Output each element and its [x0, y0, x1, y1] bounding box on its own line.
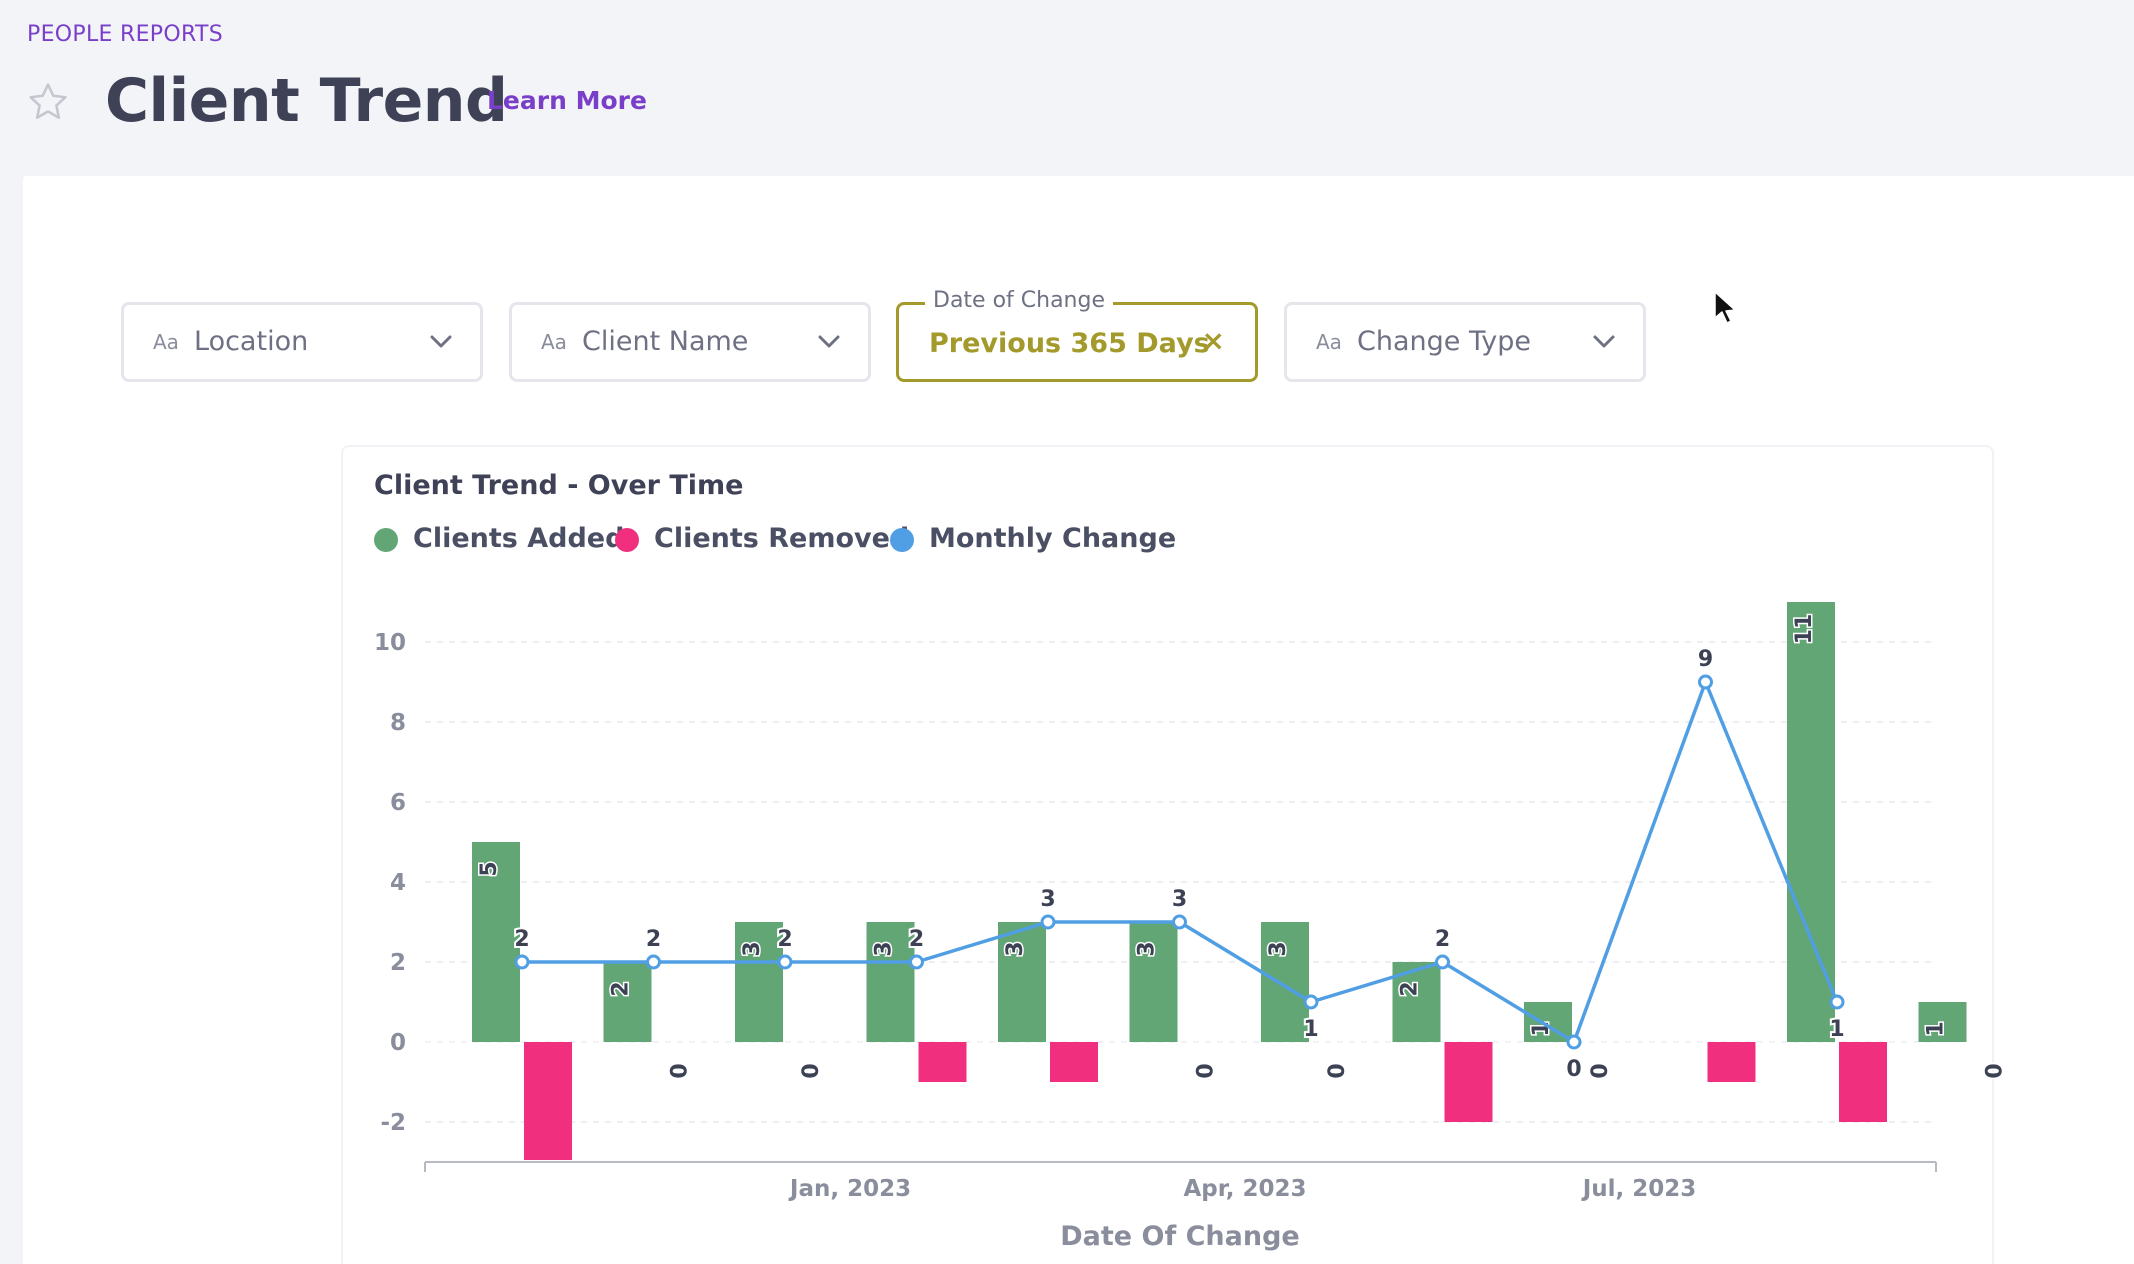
- bar-value-label: 3: [740, 941, 765, 956]
- line-value-label: 1: [1829, 1017, 1844, 1042]
- y-tick-label: 10: [374, 630, 406, 656]
- bar-value-label: 0: [1588, 1063, 1613, 1078]
- page-title: Client Trend: [105, 66, 508, 136]
- bar-value-label: 0: [1194, 1063, 1219, 1078]
- x-tick-label: Apr, 2023: [1184, 1176, 1307, 1202]
- chevron-down-icon: [430, 335, 452, 348]
- line-value-label: 9: [1698, 647, 1713, 672]
- bar-clients-added: [1787, 602, 1835, 1042]
- client-name-filter-label: Client Name: [582, 326, 749, 357]
- bar-value-label: 0: [668, 1063, 693, 1078]
- line-point: [646, 954, 661, 970]
- line-point: [909, 954, 924, 970]
- chart-card: [341, 445, 1994, 1264]
- line-point: [777, 954, 793, 970]
- line-value-label: 2: [514, 927, 529, 952]
- y-tick-label: 2: [390, 950, 406, 976]
- line-point: [514, 954, 530, 970]
- line-point: [1040, 914, 1056, 930]
- x-tick-label: Jan, 2023: [788, 1176, 911, 1202]
- bar-value-label: 3: [872, 941, 897, 956]
- legend-dot: [615, 528, 639, 552]
- bar-value-label: 1: [1924, 1021, 1949, 1036]
- breadcrumb[interactable]: PEOPLE REPORTS: [27, 22, 223, 47]
- location-filter[interactable]: Aa Location: [121, 302, 483, 382]
- text-type-icon: Aa: [541, 330, 567, 354]
- y-tick-label: 6: [390, 790, 406, 816]
- bar-clients-removed: [918, 1042, 967, 1082]
- line-value-label: 2: [909, 927, 924, 952]
- bar-value-label: 0: [1325, 1063, 1350, 1078]
- chevron-down-icon: [818, 335, 840, 348]
- line-value-label: 2: [1435, 927, 1450, 952]
- bar-clients-added: [603, 962, 652, 1042]
- line-value-label: 2: [777, 927, 792, 952]
- y-tick-label: 4: [390, 870, 406, 896]
- bar-clients-added: [1918, 1002, 1967, 1042]
- clear-filter-icon[interactable]: ×: [1201, 324, 1225, 357]
- line-point: [1172, 914, 1187, 930]
- bar-clients-removed: [1839, 1042, 1887, 1122]
- bar-value-label: 11: [1792, 614, 1817, 645]
- legend-label: Monthly Change: [929, 523, 1177, 554]
- date-of-change-filter[interactable]: Date of Change Previous 365 Days ×: [896, 288, 1258, 382]
- legend-label: Clients Added: [413, 523, 625, 554]
- bar-clients-added: [1261, 922, 1309, 1042]
- favorite-star-icon[interactable]: [26, 80, 70, 124]
- bar-value-label: 2: [1398, 981, 1423, 996]
- line-value-label: 3: [1172, 887, 1187, 912]
- bar-clients-removed: [1444, 1042, 1493, 1122]
- date-of-change-label: Date of Change: [925, 288, 1114, 313]
- text-type-icon: Aa: [153, 330, 179, 354]
- bar-value-label: 5: [477, 861, 502, 876]
- bar-clients-removed: [1050, 1042, 1098, 1082]
- y-tick-label: 8: [390, 710, 406, 736]
- bar-value-label: 3: [1266, 941, 1291, 956]
- line-point: [1829, 994, 1845, 1010]
- line-point: [1303, 994, 1319, 1010]
- bar-value-label: 3: [1003, 941, 1028, 956]
- bar-clients-added: [735, 922, 783, 1042]
- legend-dot: [374, 528, 398, 552]
- y-tick-label: 0: [390, 1030, 406, 1056]
- text-type-icon: Aa: [1316, 330, 1342, 354]
- line-value-label: 0: [1566, 1057, 1581, 1082]
- line-value-label: 1: [1303, 1017, 1318, 1042]
- bar-value-label: 0: [799, 1063, 824, 1078]
- bar-clients-added: [998, 922, 1046, 1042]
- x-tick-label: Jul, 2023: [1581, 1176, 1697, 1202]
- change-type-filter-label: Change Type: [1357, 326, 1531, 357]
- bar-clients-removed: [524, 1042, 572, 1160]
- location-filter-label: Location: [194, 326, 309, 357]
- line-point: [1435, 954, 1450, 970]
- line-point: [1698, 674, 1713, 690]
- line-monthly-change: [522, 680, 1839, 1044]
- bar-value-label: 2: [609, 981, 634, 996]
- line-point: [1566, 1034, 1582, 1050]
- bar-value-label: 3: [1135, 941, 1160, 956]
- change-type-filter[interactable]: Aa Change Type: [1284, 302, 1646, 382]
- bar-clients-removed: [1707, 1042, 1756, 1082]
- chart-title: Client Trend - Over Time: [374, 470, 744, 501]
- line-value-label: 3: [1040, 887, 1055, 912]
- chevron-down-icon: [1593, 335, 1615, 348]
- line-value-label: 2: [646, 927, 661, 952]
- y-tick-label: -2: [380, 1110, 406, 1136]
- bar-clients-added: [866, 922, 915, 1042]
- legend-label: Clients Removed: [654, 523, 910, 554]
- learn-more-link[interactable]: Learn More: [487, 86, 647, 115]
- x-axis-title: Date Of Change: [1060, 1221, 1299, 1252]
- date-of-change-value: Previous 365 Days: [929, 328, 1210, 359]
- legend-dot: [890, 528, 914, 552]
- bar-value-label: 0: [1983, 1063, 2008, 1078]
- bar-clients-added: [472, 842, 520, 1042]
- client-name-filter[interactable]: Aa Client Name: [509, 302, 871, 382]
- bar-clients-added: [1129, 922, 1178, 1042]
- mouse-cursor-icon: [1714, 291, 1736, 324]
